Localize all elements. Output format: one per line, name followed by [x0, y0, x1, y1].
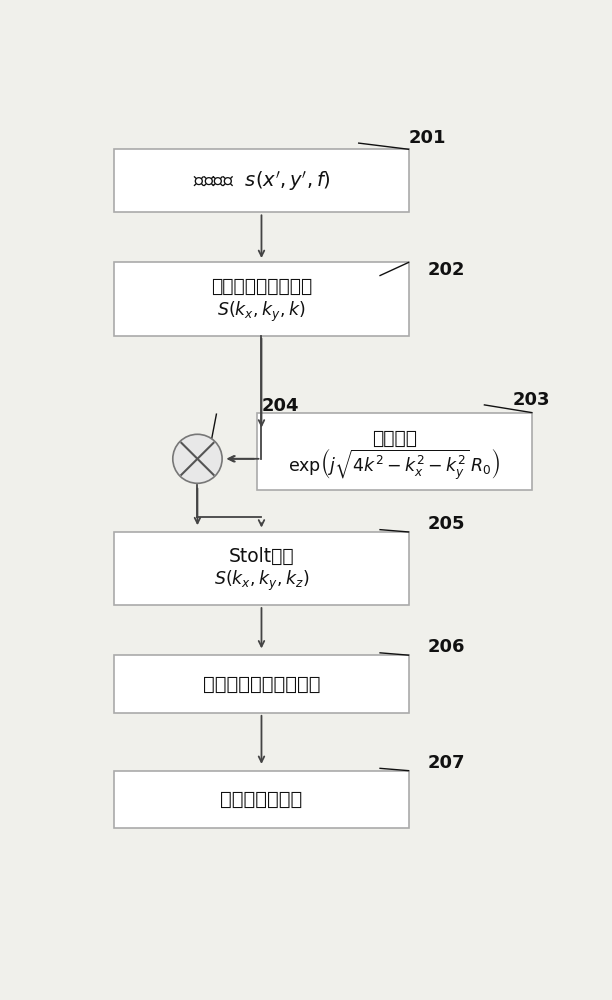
Text: 散射强度分布图: 散射强度分布图	[220, 790, 302, 809]
Text: 回波数据  $s(x^{\prime}, y^{\prime}, f)$: 回波数据 $s(x^{\prime}, y^{\prime}, f)$	[193, 169, 330, 193]
Text: 207: 207	[428, 754, 465, 772]
FancyBboxPatch shape	[257, 413, 532, 490]
FancyBboxPatch shape	[114, 771, 409, 828]
Text: 204: 204	[261, 397, 299, 415]
Text: $S(k_x, k_y, k)$: $S(k_x, k_y, k)$	[217, 299, 306, 324]
Text: 206: 206	[428, 638, 465, 656]
Ellipse shape	[173, 434, 222, 483]
FancyBboxPatch shape	[114, 655, 409, 713]
Text: 二维空间傅里叶变换: 二维空间傅里叶变换	[211, 277, 312, 296]
Text: 201: 201	[409, 129, 446, 147]
FancyBboxPatch shape	[114, 262, 409, 336]
Text: 202: 202	[428, 261, 465, 279]
Text: $S(k_x, k_y, k_z)$: $S(k_x, k_y, k_z)$	[214, 569, 309, 593]
Text: 203: 203	[513, 391, 550, 409]
Text: Stolt插值: Stolt插值	[229, 547, 294, 566]
Text: 205: 205	[428, 515, 465, 533]
FancyBboxPatch shape	[114, 149, 409, 212]
FancyBboxPatch shape	[114, 532, 409, 605]
Text: $\exp\!\left(j\sqrt{4k^2-k_x^2-k_y^2}\,R_0\right)$: $\exp\!\left(j\sqrt{4k^2-k_x^2-k_y^2}\,R…	[288, 447, 501, 482]
Text: 三维空间傅里叶逆变换: 三维空间傅里叶逆变换	[203, 675, 320, 694]
Text: 参考函数: 参考函数	[371, 429, 417, 448]
